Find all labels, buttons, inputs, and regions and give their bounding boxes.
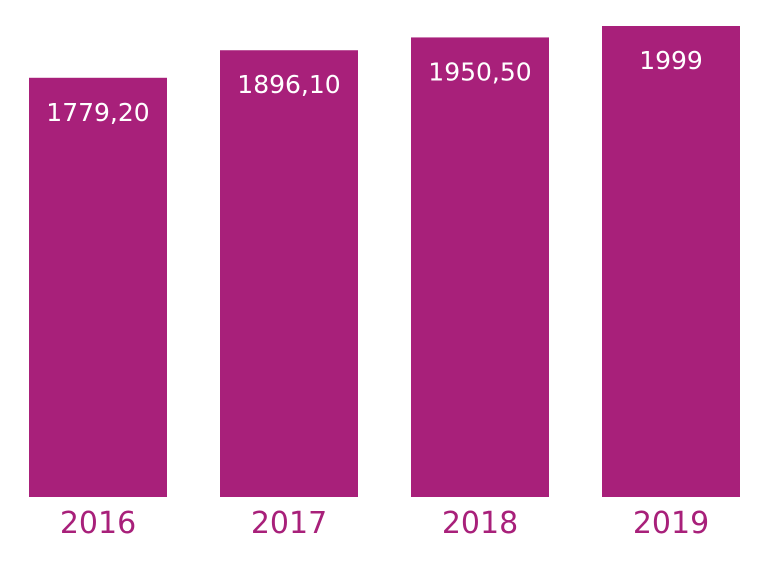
x-tick-label-2017: 2017 xyxy=(251,506,327,541)
value-label-2019: 1999 xyxy=(639,46,703,75)
bar-2019 xyxy=(602,26,740,497)
x-tick-label-2016: 2016 xyxy=(60,506,136,541)
value-label-2018: 1950,50 xyxy=(428,57,531,86)
bar-2018 xyxy=(411,37,549,498)
x-tick-label-2019: 2019 xyxy=(633,506,709,541)
bar-2016 xyxy=(29,77,167,498)
value-label-2016: 1779,20 xyxy=(46,98,149,127)
value-labels-group: 1779,20 1896,10 1950,50 1999 xyxy=(46,46,703,127)
bars-group xyxy=(29,26,740,498)
x-tick-label-2018: 2018 xyxy=(442,506,518,541)
x-tick-labels-group: 2016 2017 2018 2019 xyxy=(60,506,709,541)
value-label-2017: 1896,10 xyxy=(237,70,340,99)
bar-2017 xyxy=(220,50,358,498)
